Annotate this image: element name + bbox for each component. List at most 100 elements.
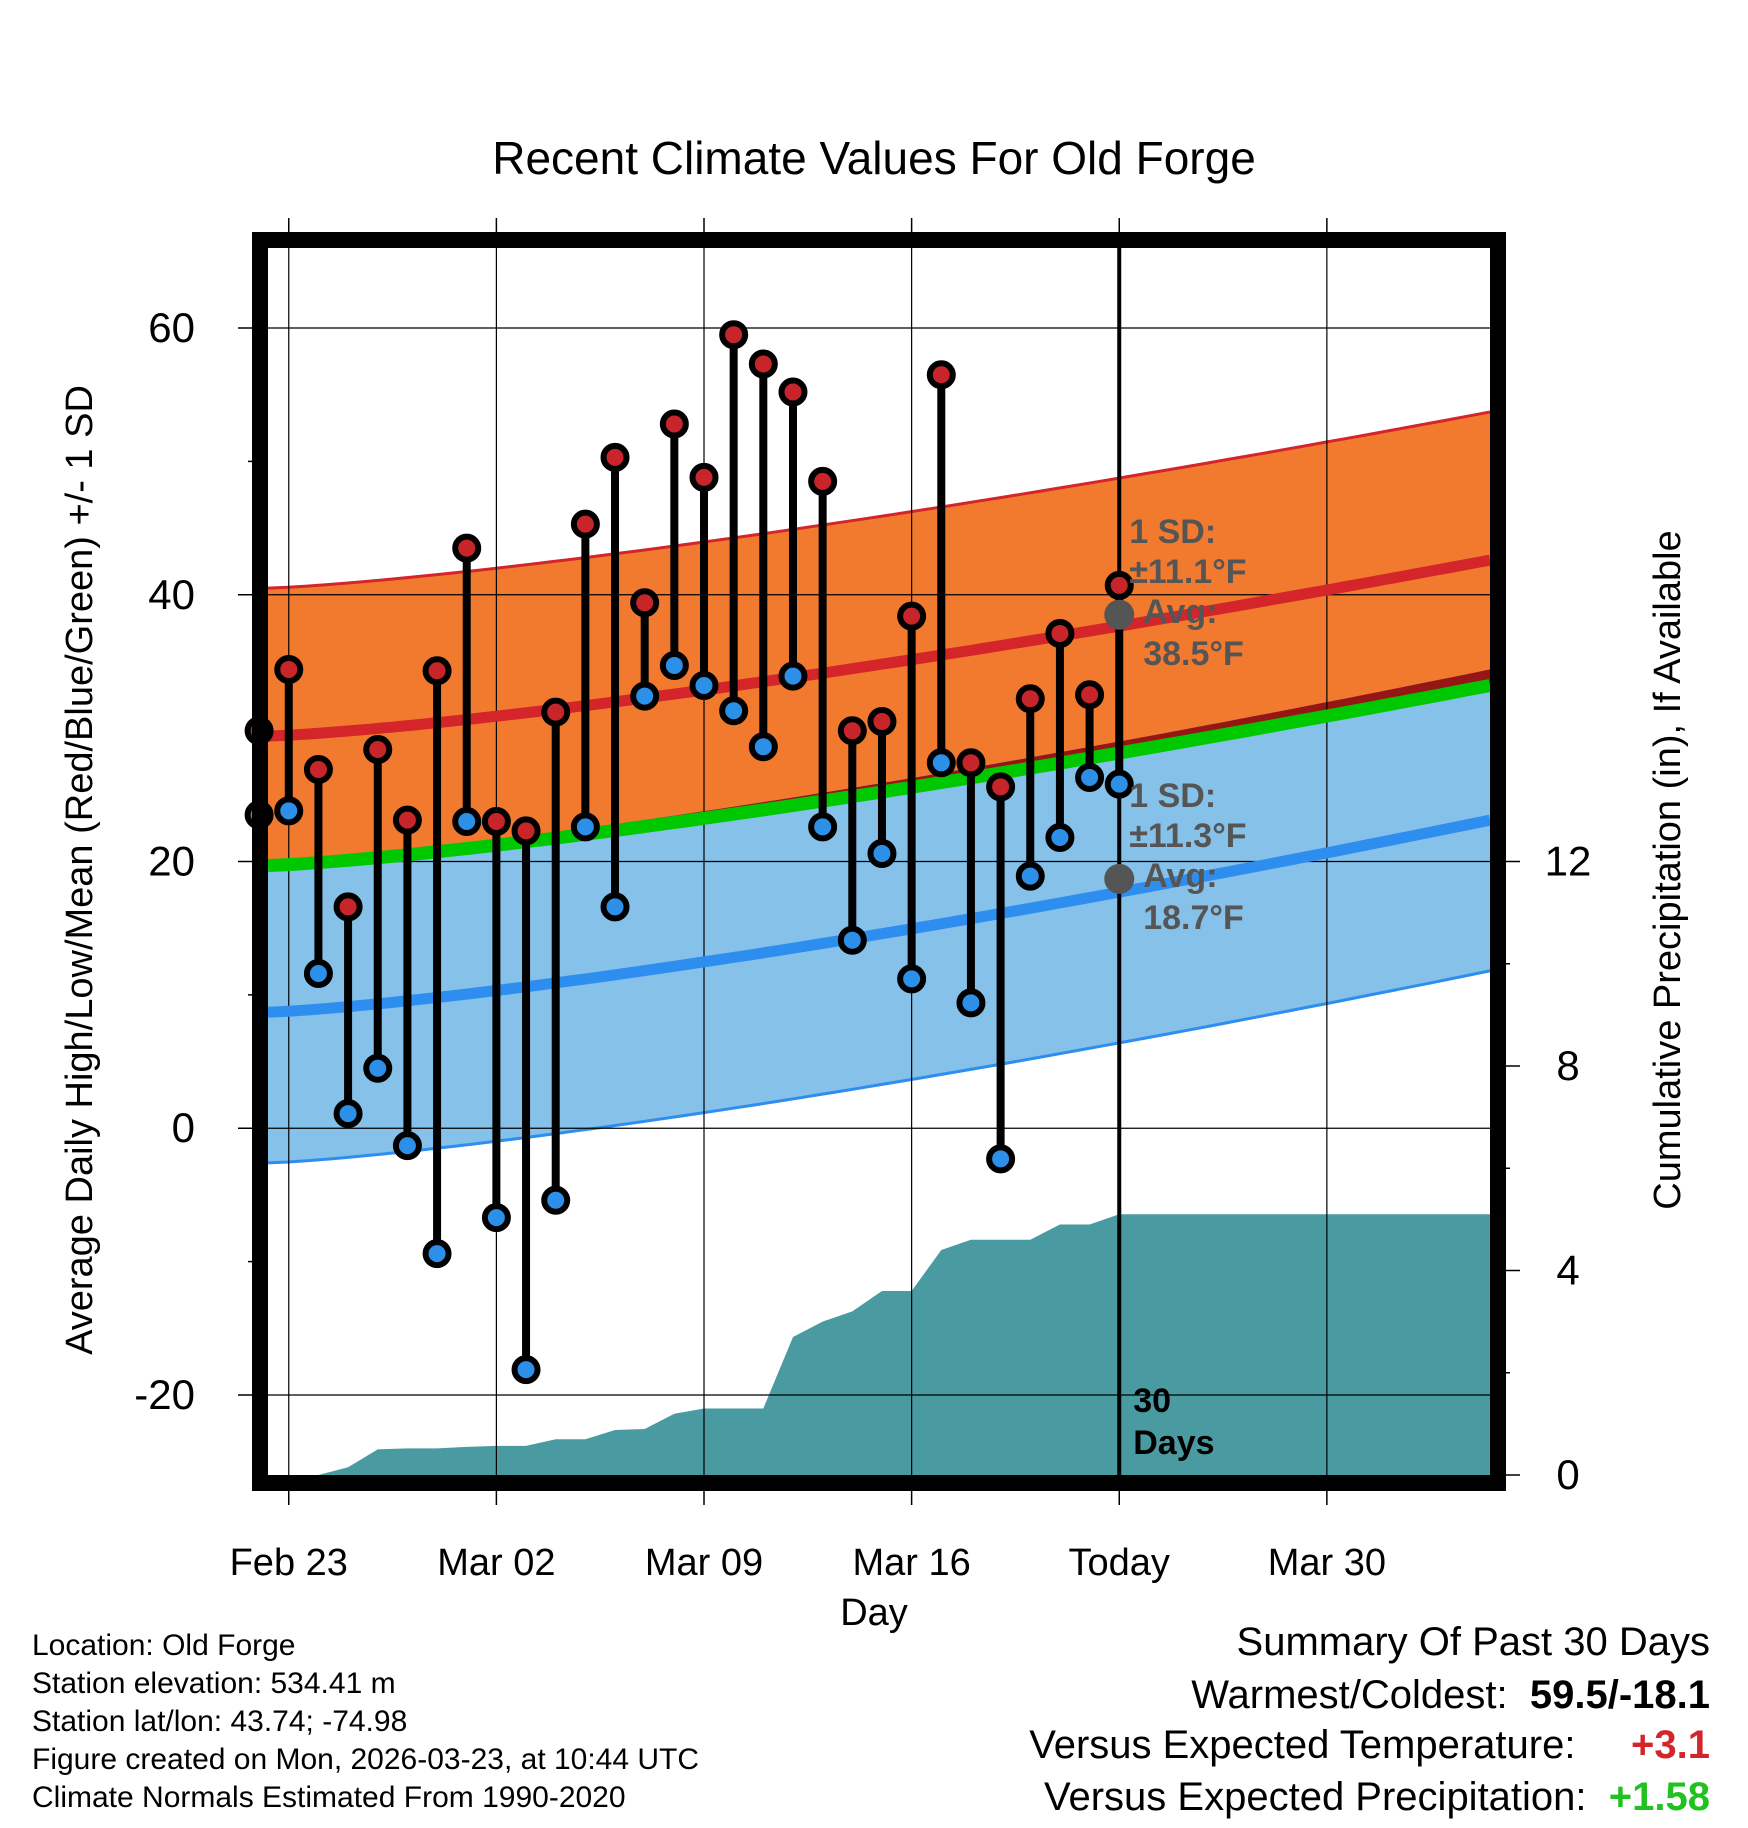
observed-low-point [600, 892, 630, 922]
observed-high-point [481, 806, 511, 836]
observed-high-point [303, 754, 333, 784]
summary-precip: Versus Expected Precipitation: +1.58 [1044, 1775, 1710, 1820]
warm-cold-label: Warmest/Coldest: [1191, 1673, 1508, 1717]
observed-low-point [1015, 861, 1045, 891]
observed-high-point [600, 442, 630, 472]
station-elevation: Station elevation: 534.41 m [32, 1667, 396, 1700]
observed-low-point [926, 748, 956, 778]
x-tick-label: Today [1069, 1542, 1170, 1584]
summary-temp: Versus Expected Temperature: +3.1 [1029, 1723, 1710, 1768]
x-tick-label: Mar 09 [645, 1542, 763, 1584]
x-tick-label: Mar 02 [437, 1542, 555, 1584]
high-avg-label: Avg: [1143, 593, 1217, 631]
observed-high-point [808, 466, 838, 496]
observed-high-point [956, 748, 986, 778]
low-sd-label: 1 SD: [1129, 777, 1216, 815]
observed-low-point [452, 806, 482, 836]
high-sd-band [268, 412, 1490, 885]
observed-high-point [689, 462, 719, 492]
observed-low-point [511, 1355, 541, 1385]
observed-high-point [837, 716, 867, 746]
chart-title: Recent Climate Values For Old Forge [492, 132, 1256, 184]
observed-high-point [541, 697, 571, 727]
normal-high-line [268, 554, 1490, 742]
observed-low-point [689, 670, 719, 700]
y-right-tick-label: 4 [1556, 1247, 1579, 1294]
observed-high-point [719, 320, 749, 350]
station-location: Location: Old Forge [32, 1629, 296, 1662]
observed-low-point [1045, 822, 1075, 852]
temp-value: +3.1 [1631, 1723, 1710, 1767]
normal-low-line [268, 814, 1490, 1018]
observed-low-point [837, 925, 867, 955]
high-sd-label: 1 SD: [1129, 513, 1216, 551]
observed-high-point [897, 601, 927, 631]
observed-high-point [778, 377, 808, 407]
window-label-count: 30 [1133, 1382, 1171, 1420]
y-tick-label: 40 [148, 571, 195, 618]
observed-high-point [926, 360, 956, 390]
observed-low-point [1104, 769, 1134, 799]
observed-high-point [1075, 680, 1105, 710]
plot-frame [252, 232, 1506, 1491]
y-tick-label: 20 [148, 838, 195, 885]
summary-title: Summary Of Past 30 Days [1236, 1620, 1710, 1664]
low-avg-label: Avg: [1143, 857, 1217, 895]
observed-high-point [1045, 618, 1075, 648]
station-info: Location: Old Forge Station elevation: 5… [32, 1627, 699, 1817]
x-tick-label: Mar 16 [852, 1542, 970, 1584]
observed-high-point [748, 349, 778, 379]
observed-high-point [511, 816, 541, 846]
temp-label: Versus Expected Temperature: [1029, 1723, 1576, 1767]
y-tick-label: 0 [172, 1104, 195, 1151]
observed-high-point [659, 409, 689, 439]
low-sd-value: ±11.3°F [1129, 817, 1246, 855]
y-right-tick-label: 8 [1556, 1042, 1579, 1089]
x-tick-label: Mar 30 [1268, 1542, 1386, 1584]
observed-low-point [541, 1185, 571, 1215]
observed-high-point [986, 772, 1016, 802]
y-tick-label: -20 [134, 1371, 195, 1418]
summary-warm-cold: Warmest/Coldest: 59.5/-18.1 [1191, 1673, 1710, 1718]
observed-low-point [897, 964, 927, 994]
x-axis-label: Day [840, 1592, 908, 1634]
observed-low-point [659, 650, 689, 680]
low-sd-band [268, 669, 1490, 1163]
observed-low-point [570, 812, 600, 842]
observed-low-point [422, 1239, 452, 1269]
observed-low-point [392, 1131, 422, 1161]
observed-high-point [570, 509, 600, 539]
observed-low-point [748, 732, 778, 762]
figure-created: Figure created on Mon, 2026-03-23, at 10… [32, 1743, 700, 1776]
high-avg-value: 38.5°F [1143, 635, 1244, 673]
observed-low-point [778, 661, 808, 691]
climate-normals: Climate Normals Estimated From 1990-2020 [32, 1781, 626, 1814]
observed-low-point [808, 812, 838, 842]
observed-high-point [363, 734, 393, 764]
high-sd-upper-edge [268, 410, 1490, 590]
precip-area [268, 1214, 1490, 1475]
low-sd-lower-edge [268, 969, 1490, 1165]
low-avg-marker [1104, 863, 1135, 894]
observed-low-point [986, 1144, 1016, 1174]
warm-cold-value: 59.5/-18.1 [1529, 1673, 1710, 1717]
precip-value: +1.58 [1608, 1775, 1710, 1819]
observed-high-point [422, 656, 452, 686]
observed-low-point [956, 988, 986, 1018]
observed-low-point [274, 796, 304, 826]
observed-low-point [1075, 762, 1105, 792]
y-right-axis-label: Cumulative Precipitation (in), If Availa… [1647, 530, 1689, 1209]
x-tick-label: Feb 23 [230, 1542, 348, 1584]
observed-low-point [719, 696, 749, 726]
window-label-unit: Days [1133, 1424, 1214, 1462]
observed-high-point [274, 654, 304, 684]
observed-low-point [363, 1053, 393, 1083]
observed-high-point [1104, 570, 1134, 600]
observed-low-point [481, 1203, 511, 1233]
y-right-tick-label: 0 [1556, 1451, 1579, 1498]
y-tick-label: 60 [148, 304, 195, 351]
precip-label: Versus Expected Precipitation: [1044, 1775, 1587, 1819]
y-axis-label: Average Daily High/Low/Mean (Red/Blue/Gr… [59, 385, 101, 1355]
observed-low-point [867, 838, 897, 868]
